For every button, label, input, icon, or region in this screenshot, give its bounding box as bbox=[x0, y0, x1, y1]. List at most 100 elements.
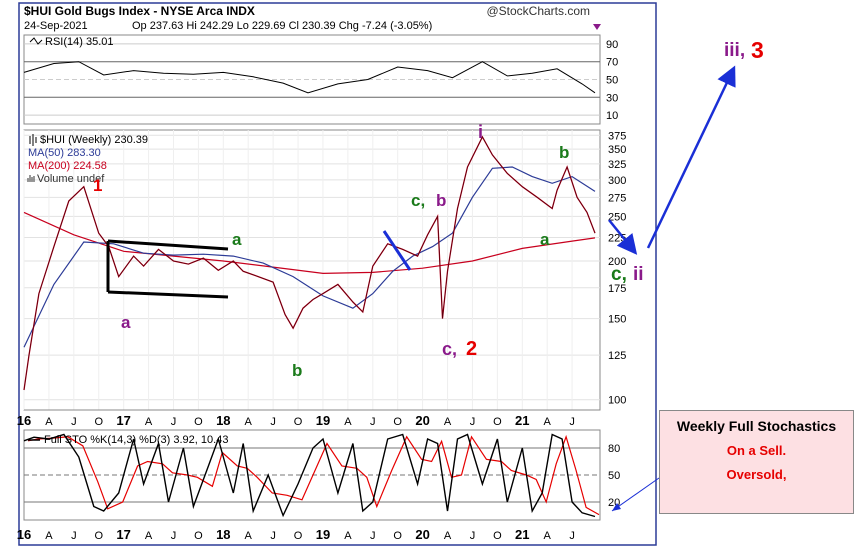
note-line-3: Oversold, bbox=[726, 467, 787, 482]
price-tick-label: 200 bbox=[608, 256, 626, 268]
sto-x-tick-label: O bbox=[194, 530, 203, 542]
price-x-tick-label: O bbox=[393, 416, 402, 428]
chart-brand: @StockCharts.com bbox=[486, 4, 590, 18]
sto-x-tick-label: A bbox=[245, 530, 253, 542]
sto-x-tick-label: J bbox=[470, 530, 476, 542]
price-x-tick-label: O bbox=[493, 416, 502, 428]
wave-label-c2-2: 2 bbox=[466, 338, 477, 360]
sto-x-tick-label: 20 bbox=[415, 527, 429, 542]
sto-x-tick-label: A bbox=[544, 530, 552, 542]
price-x-tick-label: A bbox=[145, 416, 153, 428]
rsi-tick-label: 50 bbox=[606, 75, 618, 87]
sto-x-tick-label: A bbox=[444, 530, 452, 542]
rsi-tick-label: 70 bbox=[606, 57, 618, 69]
note-pointer-line bbox=[611, 477, 660, 512]
wave-label-b-top: b bbox=[559, 143, 569, 162]
price-x-tick-label: A bbox=[344, 416, 352, 428]
sto-tick-label: 50 bbox=[608, 470, 620, 482]
price-x-tick-label: A bbox=[544, 416, 552, 428]
sto-x-tick-label: O bbox=[393, 530, 402, 542]
wave-label-a-right: a bbox=[540, 230, 550, 249]
wave-label-1: 1 bbox=[93, 176, 102, 195]
arrow-up-to-iii bbox=[646, 65, 736, 249]
price-tick-label: 175 bbox=[608, 283, 626, 295]
price-x-tick-label: A bbox=[45, 416, 53, 428]
sto-x-tick-label: J bbox=[171, 530, 177, 542]
sto-x-tick-label: 17 bbox=[116, 527, 130, 542]
wave-label-iii: iii, bbox=[724, 40, 745, 61]
wave-label-c-comma: c, bbox=[411, 191, 425, 210]
sto-x-tick-label: O bbox=[493, 530, 502, 542]
sto-x-tick-label: J bbox=[71, 530, 77, 542]
wave-label-b-low: b bbox=[292, 361, 302, 380]
price-tick-label: 375 bbox=[608, 130, 626, 142]
arrow-down-to-ii bbox=[608, 219, 638, 255]
sto-x-tick-label: J bbox=[270, 530, 276, 542]
price-tick-label: 325 bbox=[608, 159, 626, 171]
rsi-line bbox=[23, 61, 596, 94]
price-x-tick-label: J bbox=[569, 416, 575, 428]
sto-x-tick-label: O bbox=[294, 530, 303, 542]
wave-label-i: i bbox=[478, 122, 483, 142]
channel-top-line bbox=[107, 239, 229, 251]
sto-title: Full STO %K(14,3) %D(3) 3.92, 10.43 bbox=[44, 434, 228, 446]
price-x-tick-label: 20 bbox=[415, 413, 429, 428]
wave-label-a-left: a bbox=[121, 313, 131, 332]
sto-x-tick-label: A bbox=[145, 530, 153, 542]
down-triangle-icon bbox=[593, 24, 601, 30]
sto-x-tick-label: 18 bbox=[216, 527, 230, 542]
price-x-tick-label: 16 bbox=[17, 413, 31, 428]
rsi-tick-label: 10 bbox=[606, 110, 618, 122]
price-x-tick-label: A bbox=[444, 416, 452, 428]
channel-bottom-line bbox=[107, 290, 229, 299]
wave-label-cii-ii: ii bbox=[633, 264, 644, 285]
candle-legend-icon bbox=[29, 134, 37, 146]
sto-x-tick-label: 16 bbox=[17, 527, 31, 542]
sto-tick-label: 80 bbox=[608, 443, 620, 455]
rsi-tick-label: 30 bbox=[606, 92, 618, 104]
price-x-tick-label: 19 bbox=[316, 413, 330, 428]
price-panel bbox=[23, 129, 601, 411]
sto-x-tick-label: A bbox=[344, 530, 352, 542]
chart-title: $HUI Gold Bugs Index - NYSE Arca INDX bbox=[24, 4, 255, 18]
wave-label-b-right: b bbox=[436, 191, 446, 210]
price-x-tick-label: O bbox=[94, 416, 103, 428]
rsi-legend-icon bbox=[29, 37, 43, 45]
volume-legend-icon bbox=[27, 175, 35, 182]
chart-quote: Op 237.63 Hi 242.29 Lo 229.69 Cl 230.39 … bbox=[132, 20, 432, 32]
price-legend-entry: $HUI (Weekly) 230.39 bbox=[40, 134, 148, 146]
price-x-tick-label: 18 bbox=[216, 413, 230, 428]
sto-x-tick-label: O bbox=[94, 530, 103, 542]
price-tick-label: 150 bbox=[608, 314, 626, 326]
price-x-tick-label: J bbox=[171, 416, 177, 428]
price-x-tick-label: J bbox=[270, 416, 276, 428]
price-tick-label: 350 bbox=[608, 144, 626, 156]
price-tick-label: 300 bbox=[608, 175, 626, 187]
sto-x-tick-label: J bbox=[370, 530, 376, 542]
price-tick-label: 250 bbox=[608, 211, 626, 223]
sto-x-tick-label: 21 bbox=[515, 527, 529, 542]
price-tick-label: 125 bbox=[608, 350, 626, 362]
price-x-tick-label: A bbox=[245, 416, 253, 428]
note-pointer-arrowhead bbox=[612, 503, 621, 511]
rsi-title: RSI(14) 35.01 bbox=[45, 36, 113, 48]
note-line-1: Weekly Full Stochastics bbox=[676, 418, 837, 434]
note-line-2: On a Sell. bbox=[726, 443, 787, 458]
price-legend-entry: MA(200) 224.58 bbox=[28, 160, 107, 172]
price-x-tick-label: O bbox=[194, 416, 203, 428]
price-tick-label: 100 bbox=[608, 395, 626, 407]
ma200-line bbox=[23, 211, 596, 275]
stochastics-note-box: Weekly Full Stochastics On a Sell. Overs… bbox=[659, 410, 854, 514]
ma50-line bbox=[23, 166, 596, 348]
wave-label-cii-c: c, bbox=[611, 264, 627, 285]
price-x-tick-label: J bbox=[71, 416, 77, 428]
wave-label-3: 3 bbox=[751, 37, 764, 63]
chart-date: 24-Sep-2021 bbox=[24, 20, 88, 32]
sto-x-tick-label: 19 bbox=[316, 527, 330, 542]
price-tick-label: 275 bbox=[608, 192, 626, 204]
price-x-tick-label: 17 bbox=[116, 413, 130, 428]
wave-label-c2-c: c, bbox=[442, 339, 457, 359]
price-shadow-line bbox=[23, 136, 596, 391]
price-x-tick-label: J bbox=[370, 416, 376, 428]
